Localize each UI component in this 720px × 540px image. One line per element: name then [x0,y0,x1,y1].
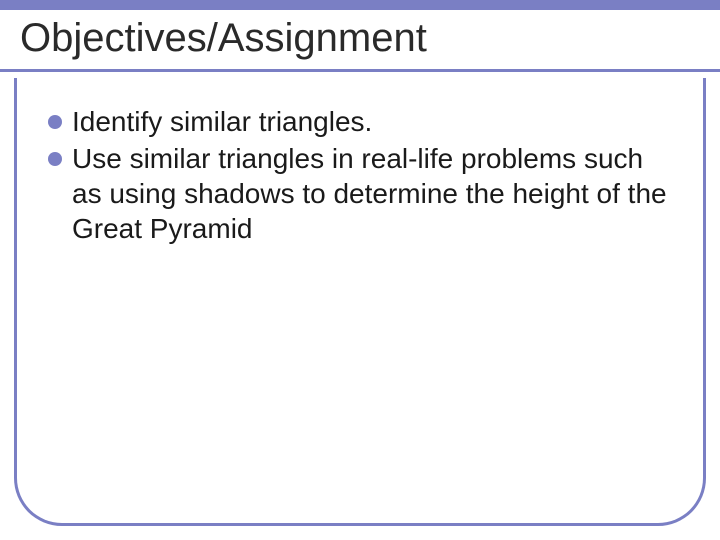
bullet-list: Identify similar triangles. Use similar … [48,104,680,248]
bullet-text: Identify similar triangles. [72,104,372,139]
title-area: Objectives/Assignment [0,10,720,72]
bullet-icon [48,152,62,166]
bullet-icon [48,115,62,129]
bullet-text: Use similar triangles in real-life probl… [72,141,680,246]
header-accent-bar [0,0,720,10]
list-item: Identify similar triangles. [48,104,680,139]
list-item: Use similar triangles in real-life probl… [48,141,680,246]
slide-title: Objectives/Assignment [20,16,720,61]
